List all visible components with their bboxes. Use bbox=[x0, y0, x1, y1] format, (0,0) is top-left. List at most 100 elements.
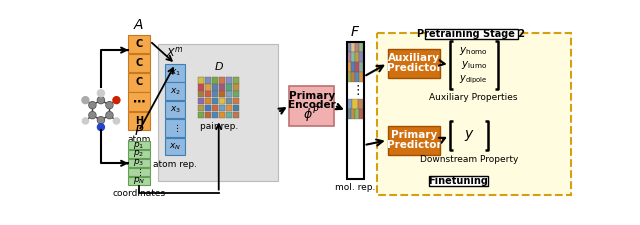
Text: $X^m$: $X^m$ bbox=[166, 45, 184, 58]
FancyBboxPatch shape bbox=[351, 42, 355, 52]
FancyBboxPatch shape bbox=[226, 77, 232, 84]
FancyBboxPatch shape bbox=[205, 112, 211, 118]
Text: Pretraining Stage 2: Pretraining Stage 2 bbox=[417, 29, 525, 39]
Circle shape bbox=[89, 102, 96, 109]
Text: mol. rep.: mol. rep. bbox=[335, 183, 375, 192]
FancyBboxPatch shape bbox=[347, 42, 351, 52]
FancyBboxPatch shape bbox=[198, 91, 204, 97]
FancyBboxPatch shape bbox=[165, 82, 186, 100]
Text: $y_{\mathrm{homo}}$: $y_{\mathrm{homo}}$ bbox=[460, 45, 488, 57]
FancyBboxPatch shape bbox=[198, 77, 204, 84]
Circle shape bbox=[113, 97, 120, 104]
Text: $\vdots$: $\vdots$ bbox=[136, 166, 142, 178]
Circle shape bbox=[97, 90, 104, 97]
FancyBboxPatch shape bbox=[212, 112, 218, 118]
FancyBboxPatch shape bbox=[347, 52, 351, 62]
FancyBboxPatch shape bbox=[347, 99, 352, 109]
FancyBboxPatch shape bbox=[233, 77, 239, 84]
FancyBboxPatch shape bbox=[212, 84, 218, 90]
FancyBboxPatch shape bbox=[233, 112, 239, 118]
Circle shape bbox=[97, 124, 104, 130]
FancyBboxPatch shape bbox=[226, 105, 232, 111]
FancyBboxPatch shape bbox=[429, 176, 488, 186]
FancyBboxPatch shape bbox=[360, 62, 364, 72]
Text: $\mathbf{\mathit{A}}$: $\mathbf{\mathit{A}}$ bbox=[133, 18, 145, 32]
Circle shape bbox=[97, 117, 104, 124]
FancyBboxPatch shape bbox=[352, 99, 358, 109]
FancyBboxPatch shape bbox=[360, 52, 364, 62]
Text: $x_1$: $x_1$ bbox=[170, 68, 181, 78]
Circle shape bbox=[98, 117, 104, 123]
Text: Auxiliary Properties: Auxiliary Properties bbox=[429, 93, 518, 102]
Text: Downstream Property: Downstream Property bbox=[420, 155, 518, 164]
Circle shape bbox=[107, 112, 112, 118]
Text: pair rep.: pair rep. bbox=[200, 122, 238, 131]
Circle shape bbox=[98, 97, 104, 103]
FancyBboxPatch shape bbox=[388, 49, 440, 78]
FancyBboxPatch shape bbox=[351, 62, 355, 72]
FancyBboxPatch shape bbox=[212, 105, 218, 111]
FancyBboxPatch shape bbox=[128, 159, 150, 167]
Text: $x_N$: $x_N$ bbox=[169, 142, 181, 152]
FancyBboxPatch shape bbox=[128, 177, 150, 185]
Text: $p_3$: $p_3$ bbox=[133, 158, 145, 168]
Text: H: H bbox=[135, 116, 143, 126]
Text: $\phi^P$: $\phi^P$ bbox=[303, 106, 320, 125]
Text: $x_3$: $x_3$ bbox=[170, 105, 181, 115]
FancyBboxPatch shape bbox=[128, 168, 150, 176]
Text: $\vdots$: $\vdots$ bbox=[351, 83, 360, 97]
FancyBboxPatch shape bbox=[233, 91, 239, 97]
FancyBboxPatch shape bbox=[165, 64, 186, 81]
FancyBboxPatch shape bbox=[226, 112, 232, 118]
Circle shape bbox=[113, 118, 120, 124]
Text: $y$: $y$ bbox=[464, 128, 474, 143]
FancyBboxPatch shape bbox=[347, 109, 351, 119]
FancyBboxPatch shape bbox=[233, 98, 239, 104]
FancyBboxPatch shape bbox=[128, 92, 150, 111]
FancyBboxPatch shape bbox=[165, 119, 186, 137]
FancyBboxPatch shape bbox=[128, 73, 150, 92]
FancyBboxPatch shape bbox=[347, 62, 351, 72]
Text: $\mathbf{\mathit{P}}$: $\mathbf{\mathit{P}}$ bbox=[134, 124, 144, 138]
FancyBboxPatch shape bbox=[355, 109, 359, 119]
Text: atom rep.: atom rep. bbox=[154, 160, 197, 169]
FancyBboxPatch shape bbox=[219, 77, 225, 84]
Text: $D$: $D$ bbox=[214, 60, 224, 72]
Circle shape bbox=[90, 102, 95, 108]
FancyBboxPatch shape bbox=[198, 105, 204, 111]
Text: ⋯: ⋯ bbox=[132, 95, 145, 108]
FancyBboxPatch shape bbox=[355, 42, 359, 52]
FancyBboxPatch shape bbox=[425, 29, 518, 39]
FancyBboxPatch shape bbox=[198, 84, 204, 90]
Text: $x_2$: $x_2$ bbox=[170, 86, 181, 97]
Text: $p_N$: $p_N$ bbox=[132, 175, 145, 186]
Text: $p_1$: $p_1$ bbox=[133, 140, 145, 151]
FancyBboxPatch shape bbox=[355, 62, 359, 72]
FancyBboxPatch shape bbox=[388, 126, 440, 155]
Text: $\mathbf{\mathit{F}}$: $\mathbf{\mathit{F}}$ bbox=[350, 25, 360, 38]
FancyBboxPatch shape bbox=[233, 84, 239, 90]
FancyBboxPatch shape bbox=[205, 77, 211, 84]
FancyBboxPatch shape bbox=[360, 109, 364, 119]
FancyBboxPatch shape bbox=[128, 112, 150, 130]
FancyBboxPatch shape bbox=[219, 105, 225, 111]
FancyBboxPatch shape bbox=[377, 33, 571, 195]
Circle shape bbox=[107, 102, 112, 108]
Text: C: C bbox=[135, 39, 143, 49]
FancyBboxPatch shape bbox=[165, 138, 186, 155]
Text: atom: atom bbox=[127, 135, 150, 144]
FancyBboxPatch shape bbox=[233, 105, 239, 111]
FancyBboxPatch shape bbox=[157, 44, 278, 181]
FancyBboxPatch shape bbox=[198, 98, 204, 104]
FancyBboxPatch shape bbox=[360, 72, 364, 82]
Text: Encoder: Encoder bbox=[288, 100, 335, 110]
FancyBboxPatch shape bbox=[205, 84, 211, 90]
FancyBboxPatch shape bbox=[128, 54, 150, 72]
FancyBboxPatch shape bbox=[128, 150, 150, 158]
Text: C: C bbox=[135, 77, 143, 87]
FancyBboxPatch shape bbox=[165, 101, 186, 119]
Text: $p_2$: $p_2$ bbox=[133, 148, 145, 160]
FancyBboxPatch shape bbox=[219, 84, 225, 90]
FancyBboxPatch shape bbox=[219, 112, 225, 118]
Text: Predictor: Predictor bbox=[387, 63, 442, 73]
